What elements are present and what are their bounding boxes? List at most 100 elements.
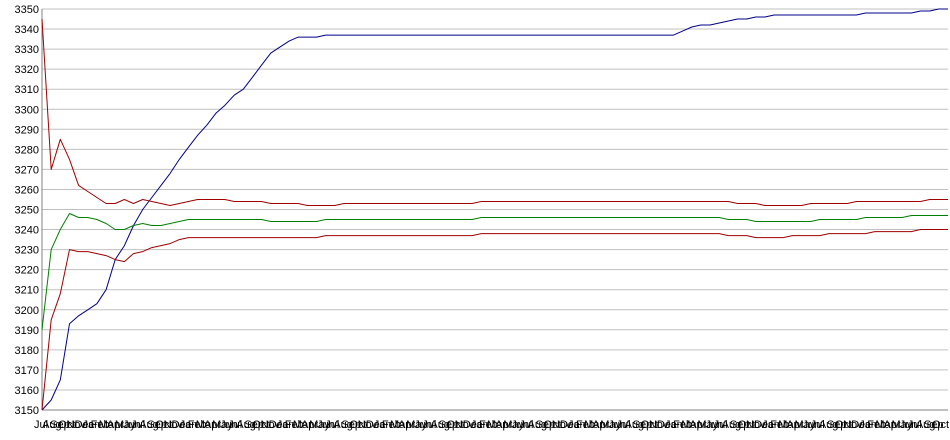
x-tick-label: May (600, 419, 621, 431)
x-tick-label: Sep (730, 419, 750, 431)
x-tick-label: Jun (123, 419, 141, 431)
y-tick-label: 3300 (15, 104, 39, 116)
x-tick-label: Mar (875, 419, 894, 431)
x-tick-label: Oct (544, 419, 561, 431)
x-tick-label: Jun (705, 419, 723, 431)
y-tick-label: 3270 (15, 164, 39, 176)
x-tick-label: Nov (163, 419, 183, 431)
x-tick-label: Oct (835, 419, 852, 431)
y-tick-label: 3150 (15, 405, 39, 417)
x-tick-label: Jan (665, 419, 683, 431)
x-tick-label: Apr (883, 419, 900, 431)
x-tick-label: Mar (778, 419, 797, 431)
x-tick-label: Mar (487, 419, 506, 431)
y-tick-label: 3240 (15, 225, 39, 237)
x-tick-label: Apr (301, 419, 318, 431)
y-tick-label: 3310 (15, 84, 39, 96)
series-line-4 (41, 229, 948, 411)
x-tick-label: Jan (180, 419, 198, 431)
x-tick-label: Mar (196, 419, 215, 431)
x-tick-label: Jun (900, 419, 918, 431)
x-tick-label: Mar (390, 419, 409, 431)
x-tick-label: Sep (244, 419, 264, 431)
y-tick-label: 3180 (15, 345, 39, 357)
x-tick-label: Aug (916, 419, 936, 431)
y-tick-label: 3210 (15, 285, 39, 297)
axes (41, 9, 948, 411)
x-tick-label: May (503, 419, 524, 431)
x-tick-label: Nov (843, 419, 863, 431)
x-tick-label: Mar (681, 419, 700, 431)
x-tick-label: Aug (722, 419, 742, 431)
y-tick-label: 3290 (15, 124, 39, 136)
x-tick-label: Jun (220, 419, 238, 431)
x-tick-label: Nov (552, 419, 572, 431)
x-tick-label: Dec (851, 419, 871, 431)
y-tick-label: 3340 (15, 24, 39, 36)
x-tick-label: Sep (633, 419, 653, 431)
x-tick-label: Mar (293, 419, 312, 431)
x-tick-label: May (406, 419, 427, 431)
x-tick-label: Dec (172, 419, 192, 431)
x-tick-label: Feb (479, 419, 498, 431)
x-tick-label: Aug (236, 419, 256, 431)
x-tick-label: Feb (673, 419, 692, 431)
y-axis-tick-labels: 3150 3160 3170 3180 3190 3200 3210 3220 3230 3240… (15, 4, 39, 417)
x-tick-label: Sep (341, 419, 361, 431)
x-tick-label: Jan (762, 419, 780, 431)
x-tick-label: Dec (74, 419, 94, 431)
y-tick-label: 3320 (15, 64, 39, 76)
x-tick-label: Jul (714, 419, 728, 431)
x-tick-label: Mar (99, 419, 118, 431)
gridlines (42, 8, 948, 411)
x-axis-tick-labels: JulAugSepOctNovDecJanFebMarAprMayJunJulA… (34, 419, 949, 431)
x-tick-label: Oct (252, 419, 269, 431)
x-tick-label: Sep (924, 419, 944, 431)
y-tick-label: 3220 (15, 265, 39, 277)
x-tick-label: Nov (746, 419, 766, 431)
x-tick-label: Sep (439, 419, 459, 431)
series-line-3 (41, 213, 948, 330)
x-tick-label: Aug (819, 419, 839, 431)
y-tick-label: 3170 (15, 365, 39, 377)
x-tick-label: Apr (495, 419, 512, 431)
y-tick-label: 3190 (15, 325, 39, 337)
x-tick-label: Jul (131, 419, 145, 431)
series-lines (41, 8, 948, 411)
x-tick-label: Oct (155, 419, 172, 431)
x-tick-label: Oct (350, 419, 367, 431)
x-tick-label: Apr (689, 419, 706, 431)
x-tick-label: Feb (188, 419, 207, 431)
x-tick-label: Jan (83, 419, 101, 431)
x-tick-label: Nov (358, 419, 378, 431)
x-tick-label: May (309, 419, 330, 431)
x-tick-label: Oct (58, 419, 75, 431)
x-tick-label: Aug (333, 419, 353, 431)
x-tick-label: Jun (414, 419, 432, 431)
x-tick-label: May (212, 419, 233, 431)
x-tick-label: Jul (422, 419, 436, 431)
x-tick-label: Jun (317, 419, 335, 431)
x-tick-label: Dec (754, 419, 774, 431)
y-tick-label: 3280 (15, 144, 39, 156)
x-tick-label: Jul (325, 419, 339, 431)
y-tick-label: 3200 (15, 305, 39, 317)
x-tick-label: Nov (66, 419, 86, 431)
x-tick-label: Dec (657, 419, 677, 431)
x-tick-label: Sep (147, 419, 167, 431)
x-tick-label: Feb (91, 419, 110, 431)
x-tick-label: Feb (867, 419, 886, 431)
x-tick-label: May (794, 419, 815, 431)
x-tick-label: Oct (641, 419, 658, 431)
x-tick-label: Sep (50, 419, 70, 431)
x-tick-label: Jul (228, 419, 242, 431)
x-tick-label: Nov (261, 419, 281, 431)
x-tick-label: Nov (649, 419, 669, 431)
x-tick-label: Jan (568, 419, 586, 431)
x-tick-label: Jul (908, 419, 922, 431)
x-tick-label: May (697, 419, 718, 431)
x-tick-label: Jun (511, 419, 529, 431)
x-tick-label: Jun (803, 419, 821, 431)
